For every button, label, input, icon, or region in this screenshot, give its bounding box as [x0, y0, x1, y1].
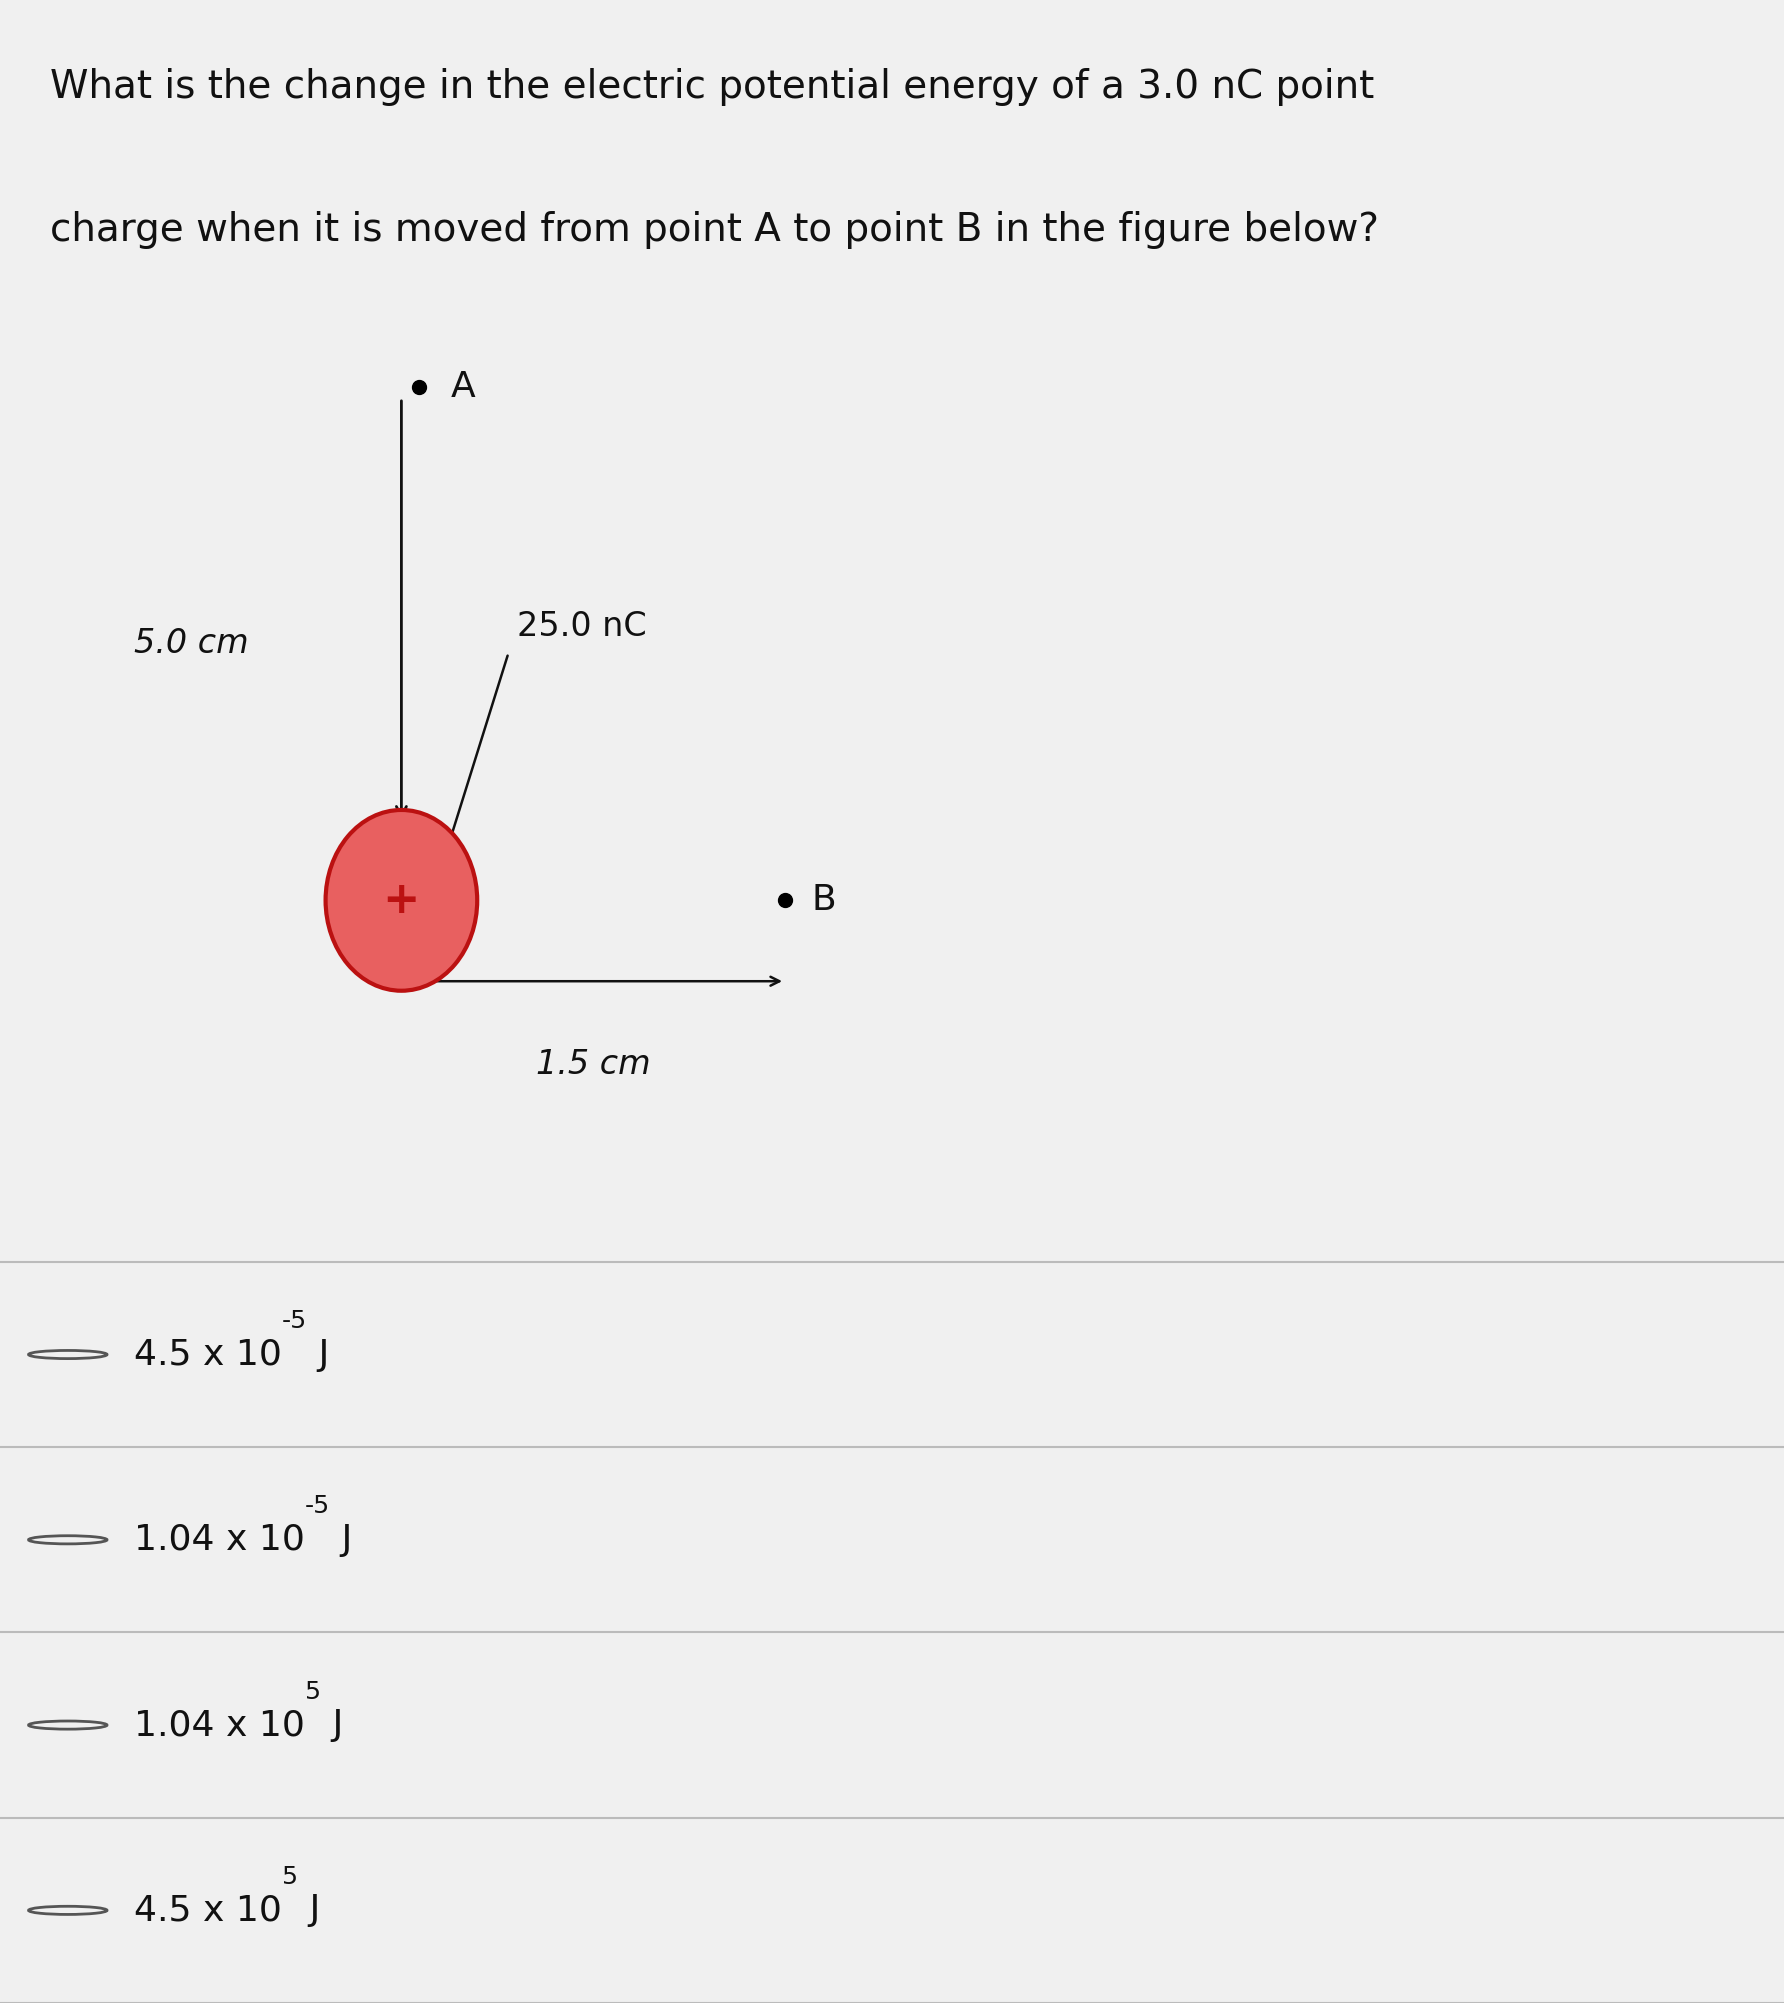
- Text: J: J: [298, 1893, 319, 1927]
- Text: What is the change in the electric potential energy of a 3.0 nC point: What is the change in the electric poten…: [50, 68, 1374, 106]
- Text: J: J: [321, 1709, 343, 1743]
- Text: 4.5 x 10: 4.5 x 10: [134, 1893, 282, 1927]
- Text: -5: -5: [282, 1310, 307, 1334]
- Text: J: J: [307, 1338, 330, 1372]
- Text: 1.04 x 10: 1.04 x 10: [134, 1709, 305, 1743]
- Text: 5: 5: [305, 1681, 321, 1705]
- Text: 1.5 cm: 1.5 cm: [535, 1048, 651, 1082]
- Text: 25.0 nC: 25.0 nC: [517, 611, 648, 643]
- Text: A: A: [450, 371, 475, 403]
- Text: +: +: [384, 879, 419, 921]
- Text: charge when it is moved from point A to point B in the figure below?: charge when it is moved from point A to …: [50, 210, 1379, 248]
- Text: 4.5 x 10: 4.5 x 10: [134, 1338, 282, 1372]
- Text: 5: 5: [282, 1865, 298, 1889]
- Ellipse shape: [326, 809, 478, 991]
- Text: 1.04 x 10: 1.04 x 10: [134, 1522, 305, 1556]
- Text: J: J: [330, 1522, 351, 1556]
- Text: 5.0 cm: 5.0 cm: [134, 627, 248, 659]
- Text: -5: -5: [305, 1494, 330, 1518]
- Text: B: B: [812, 883, 837, 917]
